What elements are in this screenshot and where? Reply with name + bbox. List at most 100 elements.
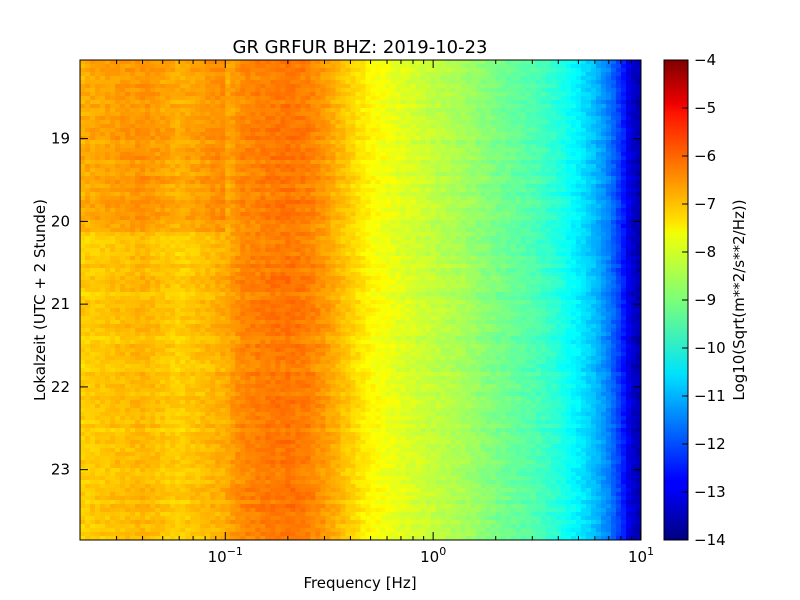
heatmap-cell (205, 224, 211, 229)
heatmap-cell (530, 196, 537, 201)
heatmap-cell (455, 200, 462, 205)
heatmap-cell (515, 196, 522, 201)
heatmap-cell (445, 216, 452, 221)
heatmap-cell (550, 68, 557, 73)
heatmap-cell (565, 220, 572, 225)
heatmap-cell (475, 100, 482, 105)
heatmap-cell (630, 88, 637, 93)
heatmap-cell (130, 144, 136, 149)
heatmap-cell (475, 224, 482, 229)
heatmap-cell (625, 168, 632, 173)
heatmap-cell (255, 96, 261, 101)
heatmap-cell (440, 144, 447, 149)
heatmap-cell (395, 132, 402, 137)
heatmap-cell (165, 92, 171, 97)
heatmap-cell (370, 184, 377, 189)
heatmap-cell (430, 96, 437, 101)
heatmap-cell (425, 112, 432, 117)
heatmap-cell (105, 220, 111, 225)
heatmap-cell (215, 236, 221, 241)
heatmap-cell (625, 176, 632, 181)
heatmap-cell (145, 72, 151, 77)
heatmap-cell (285, 180, 291, 185)
heatmap-cell (520, 176, 527, 181)
heatmap-cell (335, 112, 342, 117)
heatmap-cell (290, 232, 296, 237)
heatmap-cell (315, 196, 322, 201)
heatmap-cell (210, 196, 216, 201)
heatmap-cell (235, 124, 241, 129)
heatmap-cell (235, 164, 241, 169)
heatmap-cell (340, 164, 347, 169)
heatmap-cell (460, 152, 467, 157)
heatmap-cell (100, 216, 106, 221)
heatmap-cell (555, 148, 562, 153)
heatmap-cell (205, 168, 211, 173)
heatmap-cell (230, 148, 236, 153)
heatmap-cell (235, 60, 241, 65)
heatmap-cell (195, 116, 201, 121)
heatmap-cell (355, 164, 362, 169)
heatmap-cell (210, 152, 216, 157)
heatmap-cell (250, 72, 256, 77)
heatmap-cell (385, 232, 392, 237)
heatmap-cell (495, 196, 502, 201)
heatmap-cell (315, 164, 322, 169)
heatmap-cell (275, 216, 281, 221)
heatmap-cell (595, 216, 602, 221)
heatmap-cell (180, 200, 186, 205)
heatmap-cell (235, 196, 241, 201)
heatmap-cell (135, 68, 141, 73)
heatmap-cell (435, 212, 442, 217)
heatmap-cell (355, 180, 362, 185)
heatmap-cell (585, 168, 592, 173)
heatmap-cell (540, 120, 547, 125)
heatmap-cell (230, 64, 236, 69)
heatmap-cell (205, 216, 211, 221)
heatmap-cell (450, 216, 457, 221)
heatmap-cell (605, 188, 612, 193)
heatmap-cell (235, 172, 241, 177)
heatmap-cell (310, 156, 317, 161)
heatmap-cell (170, 104, 176, 109)
heatmap-cell (450, 164, 457, 169)
heatmap-cell (165, 104, 171, 109)
heatmap-cell (155, 156, 161, 161)
heatmap-cell (505, 84, 512, 89)
heatmap-cell (385, 128, 392, 133)
heatmap-cell (245, 128, 251, 133)
heatmap-cell (515, 164, 522, 169)
heatmap-cell (125, 76, 131, 81)
heatmap-cell (620, 72, 627, 77)
heatmap-cell (585, 160, 592, 165)
heatmap-cell (135, 84, 141, 89)
heatmap-cell (410, 224, 417, 229)
heatmap-cell (205, 172, 211, 177)
heatmap-cell (460, 184, 467, 189)
heatmap-cell (620, 180, 627, 185)
heatmap-cell (525, 60, 532, 65)
heatmap-cell (360, 196, 367, 201)
heatmap-cell (95, 104, 101, 109)
heatmap-cell (215, 124, 221, 129)
heatmap-cell (605, 128, 612, 133)
heatmap-cell (410, 200, 417, 205)
heatmap-cell (455, 224, 462, 229)
heatmap-cell (270, 164, 276, 169)
heatmap-cell (350, 100, 357, 105)
heatmap-cell (175, 68, 181, 73)
heatmap-cell (310, 140, 317, 145)
heatmap-cell (585, 136, 592, 141)
heatmap-cell (375, 204, 382, 209)
heatmap-cell (190, 116, 196, 121)
heatmap-cell (565, 136, 572, 141)
heatmap-cell (425, 100, 432, 105)
heatmap-cell (210, 76, 216, 81)
heatmap-cell (495, 204, 502, 209)
heatmap-cell (230, 220, 236, 225)
heatmap-cell (315, 156, 322, 161)
heatmap-cell (505, 232, 512, 237)
heatmap-cell (190, 140, 196, 145)
heatmap-cell (415, 168, 422, 173)
heatmap-cell (160, 144, 166, 149)
